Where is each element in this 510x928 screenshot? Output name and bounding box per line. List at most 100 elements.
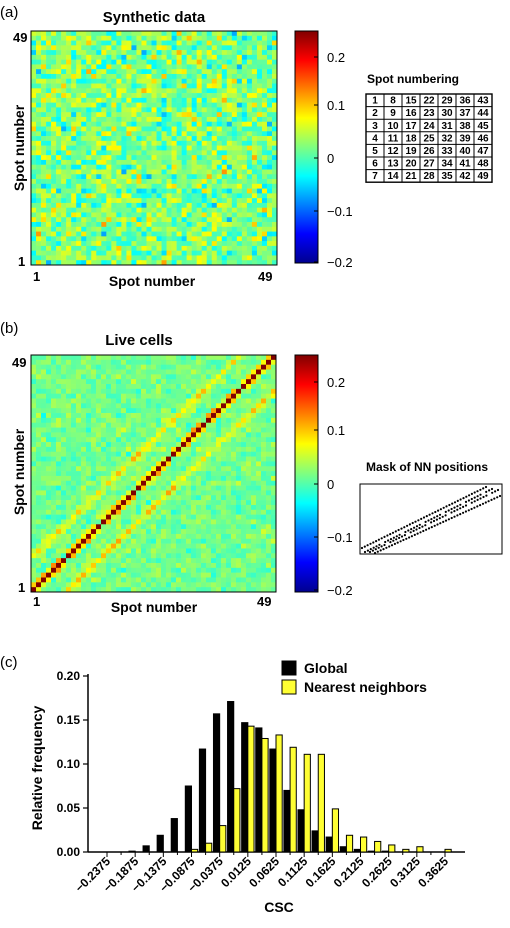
heatmap-cell	[56, 509, 62, 515]
heatmap-cell	[31, 442, 37, 448]
mask-dot	[389, 538, 393, 541]
heatmap-cell	[256, 140, 263, 146]
heatmap-cell	[231, 236, 238, 242]
heatmap-cell	[246, 446, 252, 453]
mask-dot	[389, 533, 392, 536]
heatmap-cell	[41, 504, 47, 511]
heatmap-cell	[256, 236, 263, 242]
heatmap-cell	[221, 582, 227, 588]
heatmap-cell	[56, 480, 62, 486]
heatmap-cell	[31, 97, 37, 103]
heatmap-cell	[106, 169, 112, 175]
heatmap-cell	[61, 83, 67, 89]
heatmap-cell	[46, 116, 52, 123]
heatmap-cell	[111, 548, 117, 554]
heatmap-cell	[76, 480, 82, 486]
heatmap-cell	[151, 533, 157, 540]
heatmap-cell	[211, 97, 218, 103]
heatmap-cell	[241, 413, 247, 419]
heatmap-cell	[61, 519, 67, 525]
heatmap-cell	[61, 364, 67, 370]
heatmap-cell	[46, 59, 52, 65]
heatmap-cell	[186, 543, 192, 549]
heatmap-cell	[116, 116, 122, 123]
heatmap-cell	[186, 471, 192, 477]
heatmap-cell	[46, 202, 52, 208]
heatmap-cell	[171, 145, 177, 151]
heatmap-cell	[221, 107, 228, 113]
heatmap-cell	[141, 446, 147, 453]
heatmap-cell	[86, 59, 92, 65]
heatmap-cell	[246, 54, 253, 60]
heatmap-cell	[96, 461, 102, 467]
heatmap-cell	[181, 155, 187, 161]
heatmap-cell	[216, 427, 222, 433]
heatmap-cell	[161, 495, 167, 501]
heatmap-cell	[66, 475, 72, 482]
mask-dot	[467, 499, 470, 502]
heatmap-cell	[246, 461, 252, 467]
heatmap-cell	[236, 582, 242, 588]
heatmap-cell	[146, 102, 152, 108]
heatmap-cell	[46, 456, 52, 462]
heatmap-cell	[211, 456, 217, 462]
heatmap-cell	[266, 78, 273, 84]
heatmap-cell	[186, 519, 192, 525]
heatmap-cell	[151, 359, 157, 365]
heatmap-cell	[216, 519, 222, 525]
heatmap-cell	[106, 236, 112, 242]
heatmap-cell	[186, 461, 192, 467]
heatmap-cell	[146, 437, 152, 443]
heatmap-cell	[216, 374, 222, 380]
heatmap-cell	[171, 446, 177, 453]
heatmap-cell	[71, 500, 77, 506]
heatmap-cell	[61, 572, 67, 578]
heatmap-cell	[271, 198, 278, 204]
heatmap-cell	[266, 456, 272, 462]
heatmap-cell	[136, 485, 142, 491]
heatmap-cell	[41, 490, 47, 496]
heatmap-cell	[146, 212, 152, 218]
heatmap-cell	[271, 69, 278, 75]
heatmap-cell	[126, 529, 132, 535]
heatmap-cell	[201, 543, 207, 549]
heatmap-cell	[161, 374, 167, 380]
heatmap-cell	[146, 379, 152, 385]
heatmap-cell	[161, 222, 167, 228]
heatmap-cell	[156, 169, 162, 175]
heatmap-cell	[136, 226, 142, 232]
mask-dot	[410, 528, 413, 531]
heatmap-cell	[141, 490, 147, 496]
heatmap-cell	[141, 500, 147, 506]
heatmap-cell	[116, 446, 122, 453]
heatmap-cell	[196, 207, 202, 213]
heatmap-cell	[206, 374, 212, 380]
heatmap-cell	[251, 533, 257, 540]
heatmap-cell	[161, 183, 167, 189]
heatmap-cell	[81, 88, 87, 94]
heatmap-cell	[266, 514, 272, 520]
heatmap-cell	[131, 78, 137, 84]
heatmap-cell	[201, 369, 207, 375]
heatmap-cell	[206, 255, 213, 261]
heatmap-cell	[171, 475, 177, 482]
heatmap-cell	[106, 422, 112, 428]
heatmap-cell	[246, 217, 253, 223]
heatmap-cell	[136, 388, 142, 394]
heatmap-cell	[191, 217, 197, 223]
heatmap-cell	[171, 40, 177, 46]
heatmap-cell	[186, 359, 192, 365]
heatmap-cell	[171, 456, 177, 462]
heatmap-cell	[61, 442, 67, 448]
heatmap-cell	[161, 509, 167, 515]
heatmap-cell	[81, 553, 87, 559]
heatmap-cell	[151, 446, 157, 453]
heatmap-cell	[111, 179, 117, 185]
heatmap-cell	[96, 475, 102, 482]
heatmap-cell	[81, 164, 87, 170]
heatmap-cell	[251, 379, 257, 385]
heatmap-cell	[256, 145, 263, 151]
heatmap-cell	[146, 369, 152, 375]
heatmap-cell	[211, 179, 218, 185]
heatmap-cell	[221, 260, 228, 266]
